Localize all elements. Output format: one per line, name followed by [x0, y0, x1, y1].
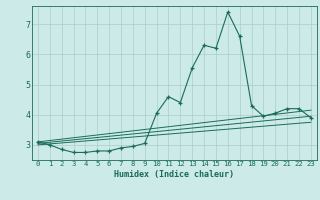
X-axis label: Humidex (Indice chaleur): Humidex (Indice chaleur): [115, 170, 234, 179]
